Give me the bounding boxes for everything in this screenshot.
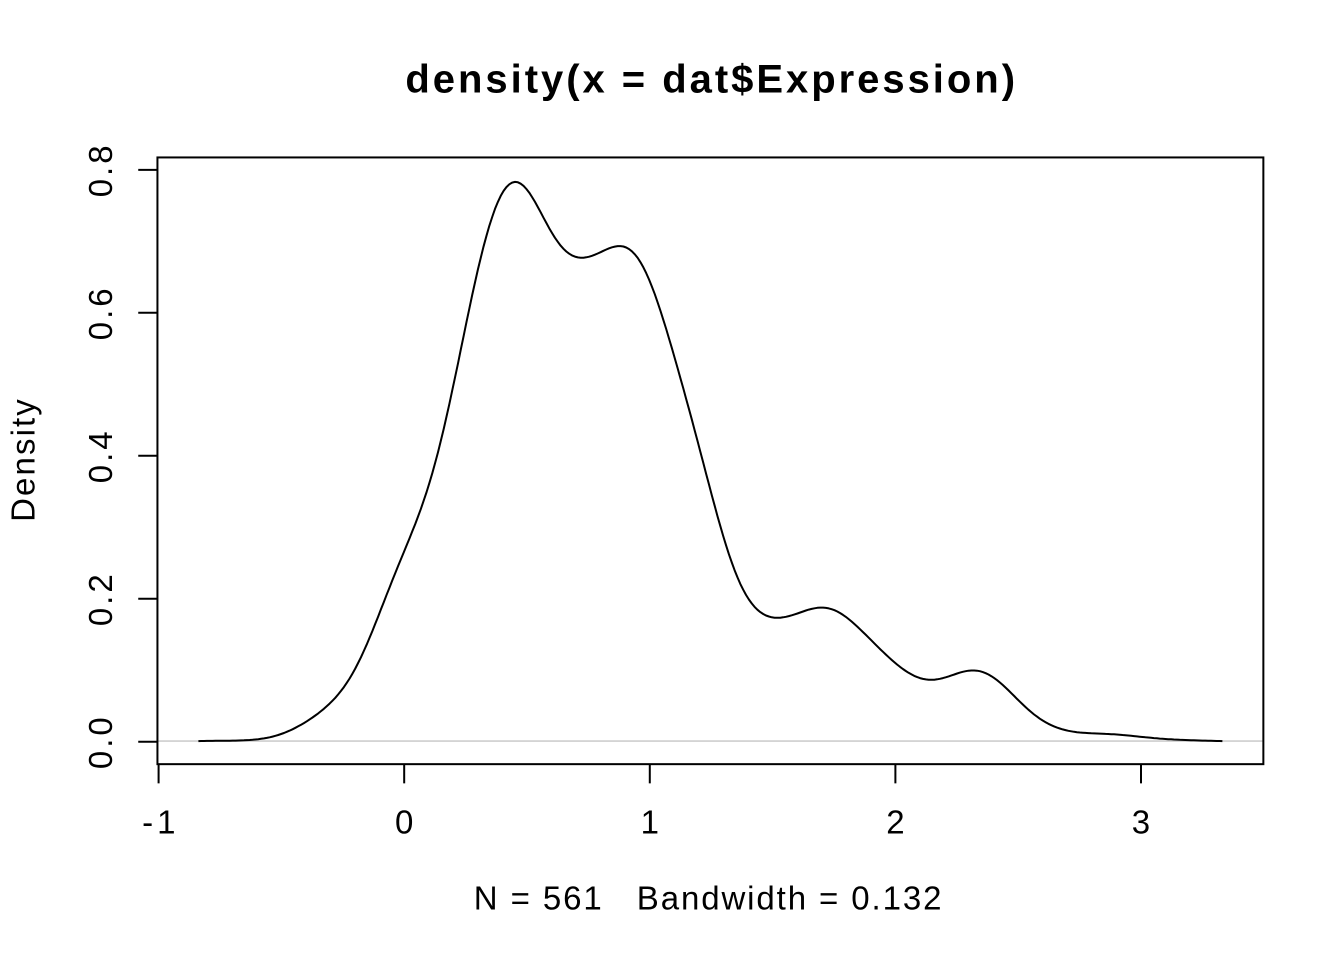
svg-text:0.0: 0.0 xyxy=(82,714,119,769)
svg-text:3: 3 xyxy=(1132,804,1150,841)
svg-text:0.4: 0.4 xyxy=(82,428,119,483)
svg-text:0: 0 xyxy=(395,804,413,841)
svg-text:0.8: 0.8 xyxy=(82,142,119,197)
svg-text:density(x = dat$Expression): density(x = dat$Expression) xyxy=(405,58,1018,102)
svg-text:1: 1 xyxy=(641,804,659,841)
svg-text:-1: -1 xyxy=(142,804,179,841)
svg-text:0.6: 0.6 xyxy=(82,285,119,340)
svg-text:2: 2 xyxy=(886,804,904,841)
svg-text:Density: Density xyxy=(5,397,42,522)
svg-text:N = 561 Bandwidth = 0.132: N = 561 Bandwidth = 0.132 xyxy=(474,880,944,917)
svg-text:0.2: 0.2 xyxy=(82,571,119,626)
